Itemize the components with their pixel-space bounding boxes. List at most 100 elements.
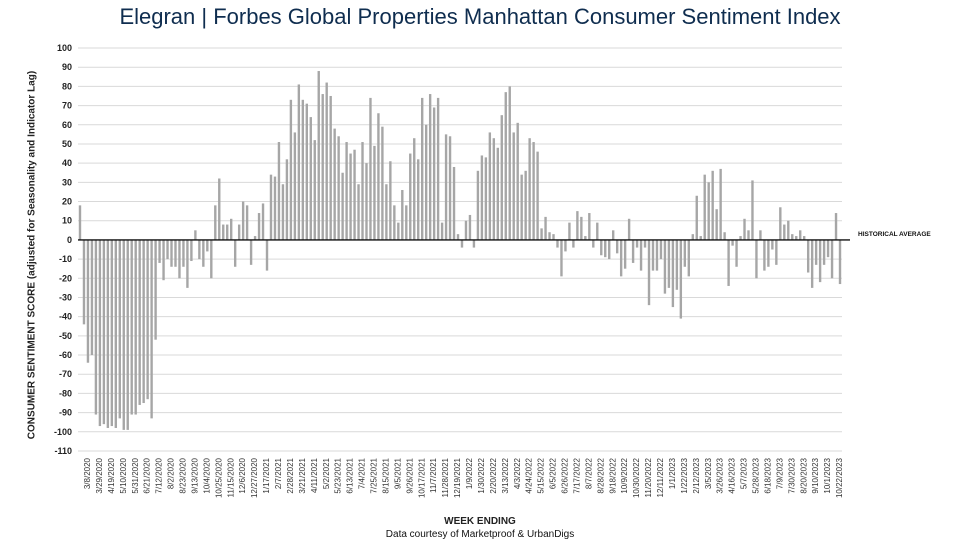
- x-tick-label: 6/5/2022: [549, 457, 558, 489]
- y-tick-label: 0: [67, 235, 72, 245]
- bar: [806, 239, 810, 273]
- bar: [349, 153, 352, 240]
- bar: [779, 207, 782, 240]
- bar: [476, 170, 480, 240]
- x-tick-label: 1/1/2023: [668, 457, 677, 489]
- x-tick-label: 1/30/2022: [477, 457, 486, 493]
- x-tick-label: 8/20/2023: [799, 457, 808, 493]
- bar: [695, 195, 698, 240]
- x-tick-label: 9/26/2021: [405, 457, 414, 493]
- x-tick-label: 1/17/2021: [262, 457, 271, 493]
- bar: [230, 218, 233, 240]
- bar: [345, 142, 348, 240]
- x-tick-label: 7/12/2020: [155, 457, 164, 493]
- bar: [261, 203, 265, 240]
- bar: [771, 239, 774, 250]
- bar: [373, 145, 376, 240]
- bar: [560, 239, 563, 277]
- x-tick-label: 5/7/2023: [740, 457, 749, 489]
- x-tick-label: 10/4/2020: [202, 457, 211, 493]
- bar: [536, 151, 539, 240]
- bar: [198, 239, 201, 260]
- bar: [659, 239, 663, 260]
- x-axis-label: WEEK ENDING: [444, 516, 516, 527]
- bar: [803, 236, 806, 240]
- bar: [814, 239, 818, 265]
- bar: [767, 239, 770, 267]
- bar: [548, 232, 551, 240]
- bar: [727, 239, 730, 286]
- bar: [631, 239, 635, 263]
- bar: [655, 239, 659, 271]
- x-tick-label: 12/6/2020: [238, 457, 247, 493]
- bar: [206, 239, 209, 252]
- bar: [377, 113, 380, 240]
- bar: [643, 239, 647, 248]
- bar: [651, 239, 655, 271]
- bar: [321, 94, 324, 240]
- bar: [174, 239, 177, 267]
- bar: [500, 115, 503, 240]
- bar: [564, 239, 567, 252]
- x-tick-label: 10/25/2020: [214, 457, 223, 498]
- bar: [572, 239, 575, 248]
- bar: [186, 239, 189, 288]
- bar: [619, 239, 623, 277]
- bar: [568, 222, 571, 240]
- x-tick-label: 4/24/2022: [525, 457, 534, 493]
- bar: [249, 239, 253, 265]
- x-tick-label: 5/28/2023: [752, 457, 761, 493]
- x-tick-label: 2/28/2021: [286, 457, 295, 493]
- bar: [357, 184, 360, 240]
- bar: [397, 222, 400, 240]
- bar: [305, 103, 308, 240]
- x-tick-label: 2/7/2021: [274, 457, 283, 489]
- y-tick-label: -80: [59, 388, 72, 398]
- bar: [424, 124, 428, 240]
- y-tick-label: 50: [62, 139, 72, 149]
- x-tick-label: 5/2/2021: [322, 457, 331, 489]
- x-tick-label: 11/7/2021: [429, 457, 438, 493]
- x-tick-label: 6/18/2023: [763, 457, 772, 493]
- bar: [293, 132, 297, 240]
- bar: [460, 239, 464, 248]
- chart-title: Elegran | Forbes Global Properties Manha…: [0, 4, 960, 30]
- bar: [269, 174, 273, 240]
- bar: [273, 176, 277, 240]
- x-tick-label: 7/17/2022: [572, 457, 581, 493]
- bar: [540, 228, 543, 240]
- bar: [576, 211, 579, 240]
- historical-average-label: HISTORICAL AVERAGE: [858, 231, 931, 238]
- bar: [504, 92, 507, 240]
- bar: [78, 205, 82, 240]
- x-tick-label: 8/28/2022: [596, 457, 605, 493]
- bar: [675, 239, 679, 290]
- x-tick-label: 7/25/2021: [370, 457, 379, 493]
- y-tick-label: 80: [62, 81, 72, 91]
- bar: [222, 224, 225, 240]
- y-tick-label: -60: [59, 350, 72, 360]
- bar: [600, 239, 603, 256]
- bar: [791, 234, 794, 240]
- x-tick-label: 10/1/2023: [823, 457, 832, 493]
- bar: [432, 107, 436, 240]
- bar: [496, 147, 499, 240]
- bar: [699, 236, 702, 240]
- x-tick-label: 3/29/2020: [95, 457, 104, 493]
- x-tick-label: 7/30/2023: [787, 457, 796, 493]
- bar: [703, 174, 706, 240]
- bar: [281, 184, 285, 240]
- bar: [337, 136, 340, 240]
- bar: [584, 236, 587, 240]
- x-tick-label: 10/22/2023: [835, 457, 844, 498]
- bar: [353, 149, 356, 240]
- y-tick-label: 100: [57, 43, 72, 53]
- x-tick-label: 12/27/2020: [250, 457, 259, 498]
- bar: [580, 216, 583, 240]
- bar: [735, 239, 738, 267]
- bar: [604, 239, 607, 258]
- x-tick-label: 2/20/2022: [489, 457, 498, 493]
- x-tick-label: 8/23/2020: [179, 457, 188, 493]
- bar: [428, 94, 432, 240]
- y-tick-label: -110: [54, 446, 72, 456]
